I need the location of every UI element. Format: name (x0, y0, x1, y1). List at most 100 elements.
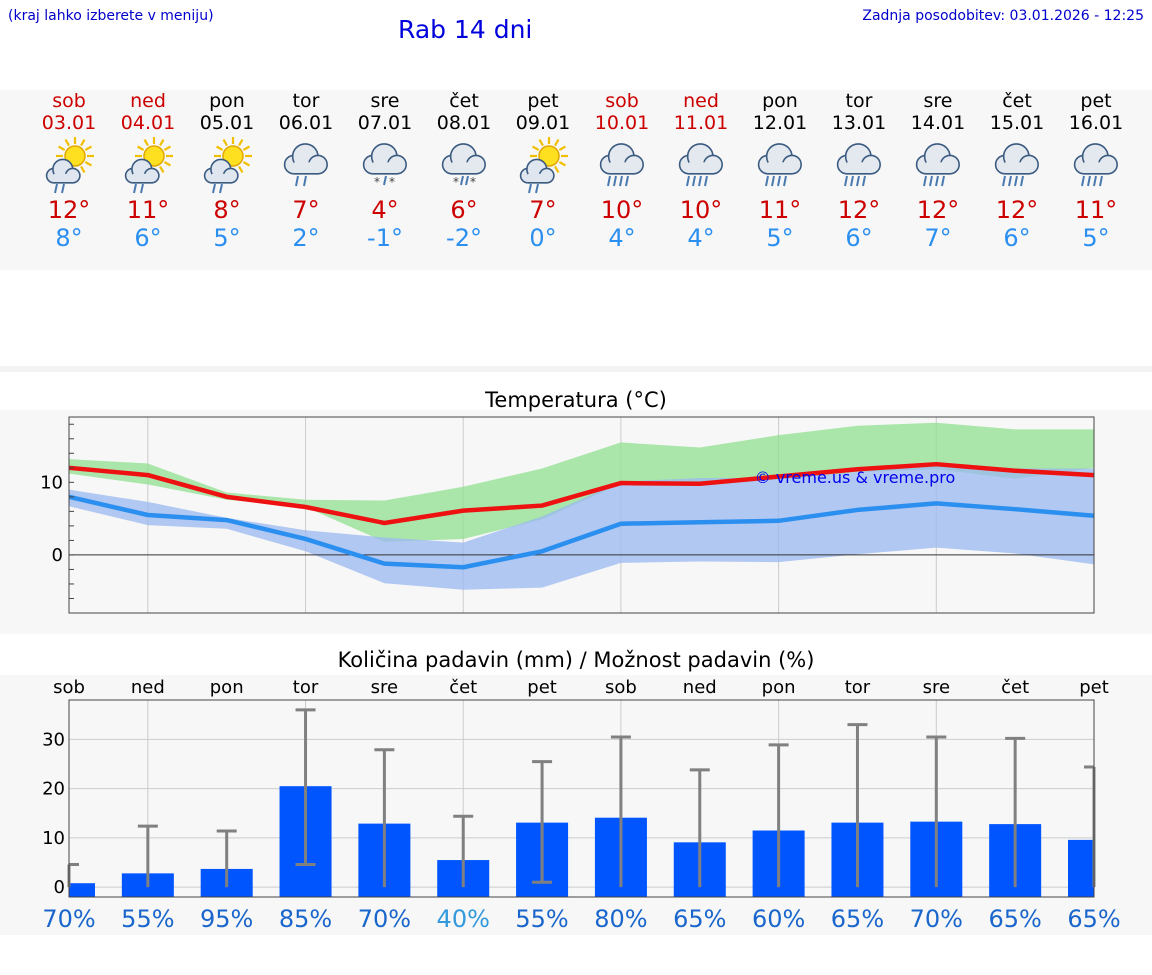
day-column: sob 03.01 12° 8° (29, 90, 109, 252)
day-date: 09.01 (515, 112, 571, 134)
min-temperature: 7° (924, 224, 952, 252)
min-temperature: 6° (845, 224, 873, 252)
cloud-heavy-rain-icon (1073, 143, 1118, 187)
day-date: 14.01 (910, 112, 966, 134)
day-label: sob (605, 677, 637, 698)
day-name: sob (605, 90, 639, 112)
precip-chart-title: Količina padavin (mm) / Možnost padavin … (337, 648, 815, 672)
day-date: 07.01 (357, 112, 413, 134)
day-label: tor (293, 677, 319, 698)
day-label: pon (210, 677, 244, 698)
cloud-heavy-rain-icon (757, 143, 802, 187)
day-name: sre (370, 90, 400, 112)
sun-cloud-rain-icon (124, 137, 173, 194)
day-name: ned (683, 90, 719, 112)
svg-text:*: * (470, 175, 476, 189)
y-tick-label: 10 (40, 472, 63, 493)
y-tick-label: 30 (42, 729, 65, 750)
day-column: čet 15.01 12° 6° (977, 90, 1057, 252)
max-temperature: 8° (213, 196, 241, 224)
max-temperature: 11° (758, 196, 802, 224)
day-column: pet 09.01 7° 0° (503, 90, 583, 252)
day-column: pon 12.01 11° 5° (740, 90, 820, 252)
day-label: pet (527, 677, 557, 698)
cloud-heavy-rain-icon (599, 143, 644, 187)
precipitation-chance: 55% (121, 905, 174, 933)
day-column: tor 06.01 7° 2° (266, 90, 346, 252)
precipitation-bar (69, 883, 95, 897)
day-column: ned 11.01 10° 4° (661, 90, 741, 252)
max-temperature: 11° (126, 196, 170, 224)
location-menu-note[interactable]: (kraj lahko izberete v meniju) (8, 8, 214, 24)
day-date: 08.01 (436, 112, 492, 134)
precipitation-chance: 80% (594, 905, 647, 933)
day-label: sob (53, 677, 85, 698)
max-temperature: 11° (1074, 196, 1118, 224)
day-name: sre (923, 90, 953, 112)
day-column: čet 08.01 * * 6° -2° (424, 90, 504, 252)
precipitation-chance: 85% (279, 905, 332, 933)
max-temperature: 4° (371, 196, 399, 224)
day-name: čet (1002, 90, 1032, 112)
day-date: 15.01 (989, 112, 1045, 134)
day-name: pon (762, 90, 798, 112)
day-date: 04.01 (120, 112, 176, 134)
day-label: pet (1079, 677, 1109, 698)
day-name: ned (130, 90, 166, 112)
cloud-heavy-rain-icon (836, 143, 881, 187)
min-temperature: 8° (55, 224, 83, 252)
cloud-snow-icon: * * (362, 143, 407, 189)
day-name: sob (52, 90, 86, 112)
min-temperature: 6° (134, 224, 162, 252)
day-name: tor (845, 90, 873, 112)
precipitation-chance: 65% (988, 905, 1041, 933)
precipitation-chart: 0 10 20 30 sob ned pon tor sre čet pet sob ned pon tor… (42, 677, 1121, 933)
svg-text:*: * (374, 175, 380, 189)
min-temperature: 2° (292, 224, 320, 252)
last-update: Zadnja posodobitev: 03.01.2026 - 12:25 (862, 8, 1144, 24)
precipitation-chance: 70% (910, 905, 963, 933)
divider (0, 366, 1152, 372)
precipitation-chance: 65% (1067, 905, 1120, 933)
precipitation-chance: 65% (831, 905, 884, 933)
day-label: sre (371, 677, 398, 698)
plot-frame (68, 699, 1095, 898)
min-range-band (69, 464, 1094, 590)
min-temperature: 4° (608, 224, 636, 252)
day-date: 05.01 (199, 112, 255, 134)
day-date: 13.01 (831, 112, 887, 134)
min-temperature: 5° (766, 224, 794, 252)
precipitation-chance: 65% (673, 905, 726, 933)
max-temperature: 12° (837, 196, 881, 224)
precipitation-chance: 95% (200, 905, 253, 933)
day-label: čet (449, 677, 477, 698)
day-label: sre (923, 677, 950, 698)
day-column: sre 07.01 * * 4° -1° (345, 90, 425, 252)
day-name: pet (1080, 90, 1112, 112)
day-date: 10.01 (594, 112, 650, 134)
max-temperature: 10° (679, 196, 723, 224)
day-name: čet (449, 90, 479, 112)
watermark: © vreme.us & vreme.pro (755, 468, 956, 487)
page-title: Rab 14 dni (398, 15, 533, 44)
day-label: tor (845, 677, 871, 698)
min-temperature: 5° (213, 224, 241, 252)
day-date: 16.01 (1068, 112, 1124, 134)
max-temperature: 6° (450, 196, 478, 224)
day-label: ned (131, 677, 165, 698)
precipitation-chance: 60% (752, 905, 805, 933)
y-tick-label: 0 (54, 877, 65, 898)
day-date: 06.01 (278, 112, 334, 134)
temperature-chart: 0 10 © vreme.us & vreme.pro (40, 416, 1095, 614)
cloud-heavy-rain-icon (915, 143, 960, 187)
day-date: 12.01 (752, 112, 808, 134)
sun-cloud-rain-icon (45, 137, 94, 194)
sun-cloud-rain-icon (519, 137, 568, 194)
max-temperature: 12° (916, 196, 960, 224)
day-label: čet (1001, 677, 1029, 698)
day-column: ned 04.01 11° 6° (108, 90, 188, 252)
day-column: pon 05.01 8° 5° (187, 90, 267, 252)
forecast-strip (0, 90, 1152, 270)
day-column: tor 13.01 12° 6° (819, 90, 899, 252)
min-temperature-line (68, 494, 1095, 570)
